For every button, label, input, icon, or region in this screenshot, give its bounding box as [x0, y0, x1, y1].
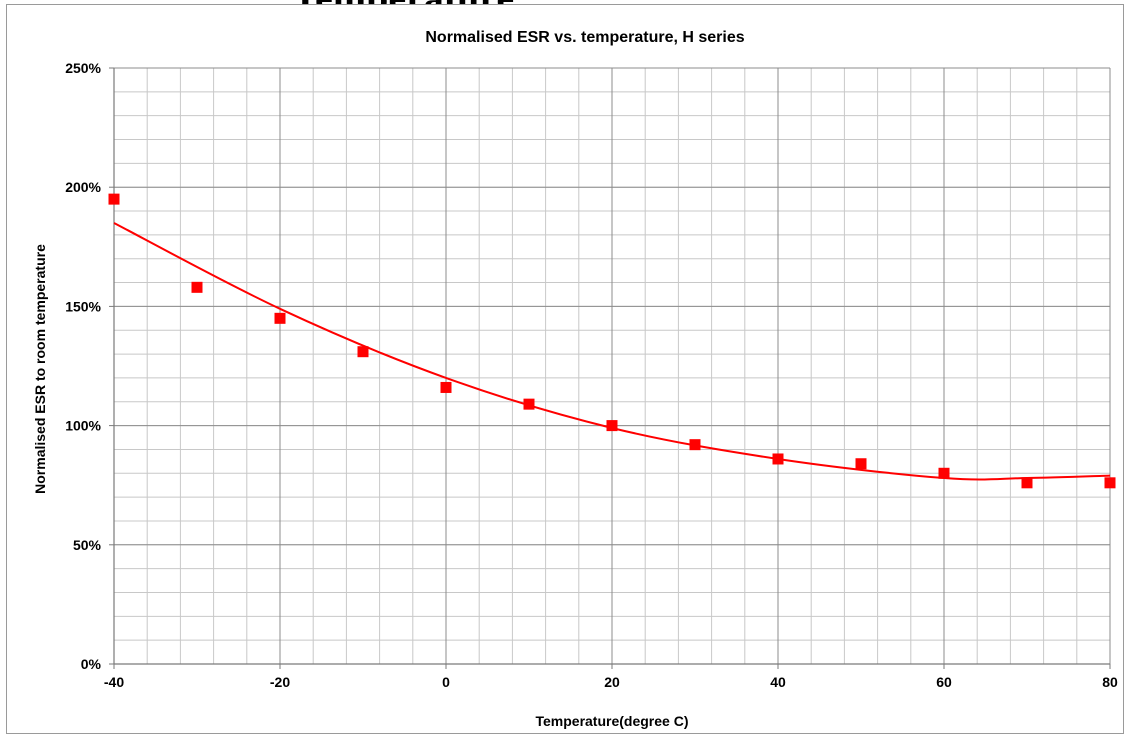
x-tick-label: -20 [270, 674, 290, 690]
data-point [523, 398, 535, 410]
data-point [855, 458, 867, 470]
data-point [772, 453, 784, 465]
data-point [1021, 477, 1033, 489]
y-tick-label: 100% [65, 418, 101, 434]
x-tick-label: 0 [442, 674, 450, 690]
data-point [191, 281, 203, 293]
y-tick-label: 0% [81, 656, 102, 672]
data-point [689, 439, 701, 451]
chart-title: Normalised ESR vs. temperature, H series [425, 29, 744, 46]
data-point [938, 467, 950, 479]
chart-area: -40 -20 0 20 40 60 80 0% 50% 100% 150% 200% 250% Nor… [6, 4, 1124, 734]
y-tick-label: 50% [73, 537, 102, 553]
y-axis-title: Normalised ESR to room temperature [32, 244, 48, 494]
data-point [440, 381, 452, 393]
y-tick-label: 200% [65, 179, 101, 195]
x-tick-label: 60 [936, 674, 952, 690]
points-layer [108, 193, 1116, 489]
data-point [606, 420, 618, 432]
data-point [108, 193, 120, 205]
trendline-layer [113, 222, 1111, 481]
x-tick-label: -40 [104, 674, 124, 690]
trendline [113, 222, 1111, 481]
tick-labels: -40 -20 0 20 40 60 80 0% 50% 100% 150% 200% 250% [65, 60, 1118, 690]
x-axis-title: Temperature(degree C) [535, 713, 688, 729]
y-tick-label: 250% [65, 60, 101, 76]
x-tick-label: 20 [604, 674, 620, 690]
data-point [274, 312, 286, 324]
x-tick-label: 40 [770, 674, 786, 690]
x-tick-label: 80 [1102, 674, 1118, 690]
data-point [357, 346, 369, 358]
y-tick-label: 150% [65, 298, 101, 314]
grid [109, 67, 1111, 669]
data-point [1104, 477, 1116, 489]
chart-svg: -40 -20 0 20 40 60 80 0% 50% 100% 150% 200% 250% Nor… [32, 29, 1118, 729]
